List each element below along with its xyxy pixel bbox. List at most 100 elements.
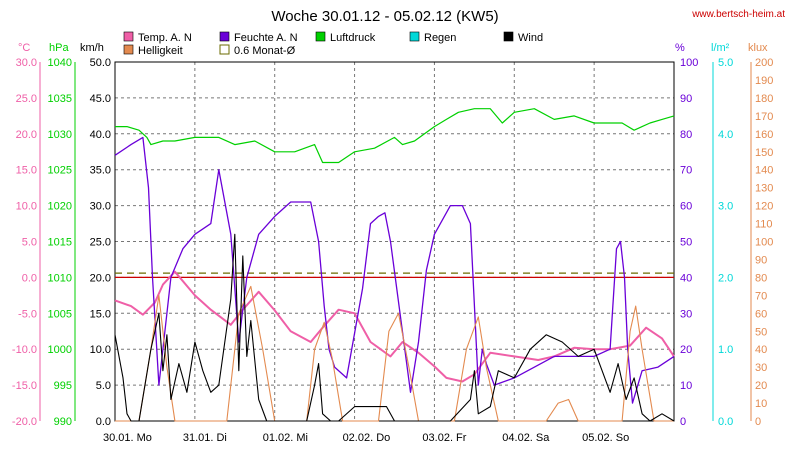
tick-label-brightness: 170 [755,111,773,123]
legend-label-feuchte: Feuchte A. N [234,32,298,44]
tick-label-brightness: 120 [755,201,773,213]
tick-label-wind: 10.0 [90,344,111,356]
legend-item-temp: Temp. A. N [123,31,192,44]
tick-label-temp: 5.0 [22,237,37,249]
tick-label-temp: -10.0 [12,344,37,356]
axis-unit-rain: l/m² [711,42,730,54]
plot-area [114,61,675,422]
axis-unit-wind: km/h [80,42,104,54]
series-line-helligkeit [115,285,674,422]
tick-label-humidity: 60 [680,201,692,213]
legend-item-regen: Regen [409,31,456,44]
axis-unit-pressure: hPa [49,42,69,54]
x-tick-label: 03.02. Fr [422,432,466,444]
legend-swatch-feuchte [219,31,230,42]
tick-label-brightness: 160 [755,129,773,141]
tick-label-brightness: 200 [755,57,773,69]
grid [115,62,674,421]
tick-label-brightness: 140 [755,165,773,177]
tick-label-pressure: 1030 [48,129,72,141]
legend-label-regen: Regen [424,32,456,44]
tick-label-wind: 25.0 [90,237,111,249]
legend-label-luftdruck: Luftdruck [330,32,376,44]
tick-label-humidity: 10 [680,380,692,392]
x-tick-label: 31.01. Di [183,432,227,444]
tick-label-temp: 30.0 [16,57,37,69]
tick-label-humidity: 50 [680,237,692,249]
x-tick-label: 04.02. Sa [502,432,550,444]
legend-item-helligkeit: Helligkeit [123,44,183,57]
tick-label-brightness: 80 [755,272,767,284]
tick-label-rain: 2.0 [718,272,733,284]
legend-label-wind: Wind [518,32,543,44]
series-line-luftdruck [115,108,675,164]
tick-label-humidity: 70 [680,165,692,177]
axis-unit-temp: °C [18,42,30,54]
tick-label-pressure: 1020 [48,201,72,213]
tick-label-pressure: 1025 [48,165,72,177]
tick-label-brightness: 90 [755,254,767,266]
tick-label-brightness: 110 [755,219,773,231]
legend-swatch-helligkeit [123,44,134,55]
legend-label-temp: Temp. A. N [138,32,192,44]
tick-label-humidity: 80 [680,129,692,141]
series-line-wind [114,233,675,422]
tick-label-humidity: 20 [680,344,692,356]
legend-swatch-luftdruck [315,31,326,42]
tick-label-rain: 5.0 [718,57,733,69]
series-line-temp [114,270,675,383]
tick-label-brightness: 20 [755,380,767,392]
tick-label-humidity: 30 [680,308,692,320]
tick-label-wind: 20.0 [90,272,111,284]
tick-label-pressure: 990 [54,416,72,428]
tick-label-temp: -15.0 [12,380,37,392]
tick-label-brightness: 40 [755,344,767,356]
tick-label-brightness: 10 [755,398,767,410]
tick-label-brightness: 0 [755,416,761,428]
x-tick-label: 30.01. Mo [103,432,152,444]
axis-ticks: 30.0 25.0 20.0 15.0 10.0 5.0 0.0 -5.0 -10.0 -15.0… [12,57,773,428]
tick-label-wind: 45.0 [90,93,111,105]
tick-label-temp: 25.0 [16,93,37,105]
tick-label-temp: 15.0 [16,165,37,177]
x-tick-label: 05.02. So [582,432,629,444]
axis-unit-brightness: klux [748,42,768,54]
tick-label-pressure: 995 [54,380,72,392]
tick-label-pressure: 1010 [48,272,72,284]
tick-label-wind: 5.0 [96,380,111,392]
tick-label-pressure: 1000 [48,344,72,356]
legend-swatch-temp [123,31,134,42]
tick-label-brightness: 50 [755,326,767,338]
tick-label-wind: 50.0 [90,57,111,69]
legend: Temp. A. N Feuchte A. N Luftdruck Regen … [123,31,543,57]
tick-label-humidity: 40 [680,272,692,284]
legend-item-monat: 0.6 Monat-Ø [219,44,296,57]
tick-label-brightness: 180 [755,93,773,105]
x-tick-label: 01.02. Mi [263,432,308,444]
tick-label-rain: 3.0 [718,201,733,213]
tick-label-temp: -20.0 [12,416,37,428]
tick-label-wind: 40.0 [90,129,111,141]
legend-item-feuchte: Feuchte A. N [219,31,298,44]
legend-swatch-regen [409,31,420,42]
tick-label-wind: 15.0 [90,308,111,320]
tick-label-rain: 1.0 [718,344,733,356]
legend-label-monat: 0.6 Monat-Ø [234,45,296,57]
tick-label-wind: 0.0 [96,416,111,428]
tick-label-humidity: 0 [680,416,686,428]
site-url: www.bertsch-heim.at [691,9,785,20]
tick-label-humidity: 100 [680,57,698,69]
tick-label-humidity: 90 [680,93,692,105]
tick-label-brightness: 150 [755,147,773,159]
legend-swatch-wind [503,31,514,42]
tick-label-brightness: 190 [755,75,773,87]
tick-label-brightness: 60 [755,308,767,320]
tick-label-wind: 35.0 [90,165,111,177]
tick-label-brightness: 30 [755,362,767,374]
tick-label-brightness: 130 [755,183,773,195]
x-tick-label: 02.02. Do [343,432,391,444]
tick-label-pressure: 1015 [48,237,72,249]
tick-label-temp: -5.0 [18,308,37,320]
legend-swatch-monat [219,44,230,55]
